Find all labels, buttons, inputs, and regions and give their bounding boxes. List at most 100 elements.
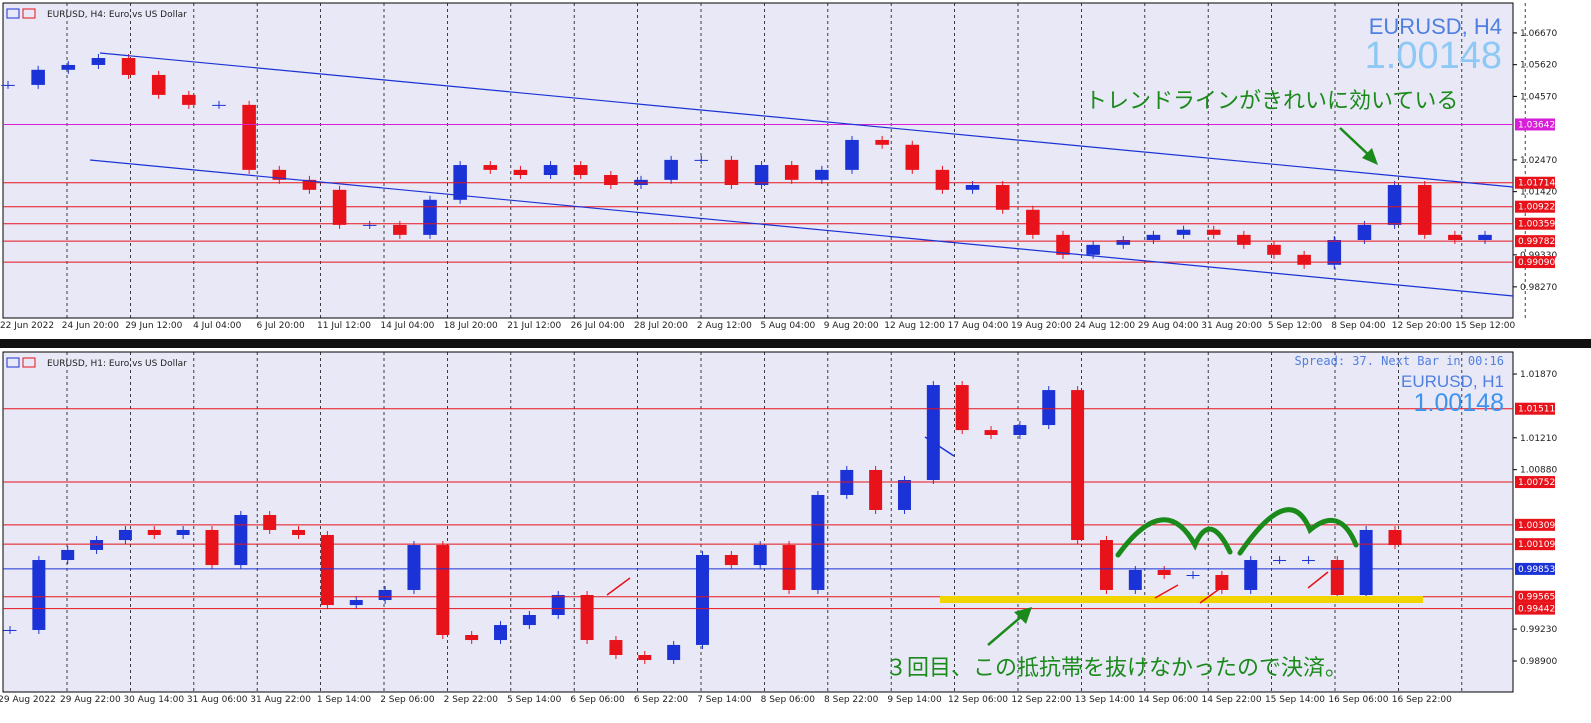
level-label: 0.99853 <box>1518 565 1555 575</box>
time-label: 18 Jul 20:00 <box>444 321 498 331</box>
time-label: 24 Aug 12:00 <box>1074 321 1135 331</box>
candle <box>465 634 479 641</box>
plot-area <box>2 351 1514 693</box>
time-label: 15 Sep 12:00 <box>1455 321 1515 331</box>
time-label: 8 Sep 22:00 <box>824 695 879 705</box>
candle <box>522 614 536 626</box>
y-tick-label: 1.04570 <box>1520 92 1557 102</box>
candle <box>965 184 980 190</box>
candle <box>724 554 738 566</box>
level-label: 0.99442 <box>1518 605 1555 615</box>
time-label: 31 Aug 20:00 <box>1201 321 1262 331</box>
candle <box>393 224 407 235</box>
level-label: 1.01714 <box>1518 179 1555 189</box>
time-label: 9 Sep 14:00 <box>887 695 942 705</box>
candle <box>407 545 421 590</box>
time-label: 21 Jul 12:00 <box>507 321 561 331</box>
time-label: 14 Jul 04:00 <box>380 321 434 331</box>
candle <box>436 545 450 635</box>
candle <box>897 480 911 510</box>
candle <box>320 534 334 606</box>
candle <box>302 179 317 190</box>
symbol: EURUSD, H4 <box>1369 14 1502 39</box>
level-label: 1.00109 <box>1518 540 1555 550</box>
candle <box>696 554 709 645</box>
icon <box>22 8 36 19</box>
time-label: 29 Aug 04:00 <box>1138 321 1199 331</box>
time-label: 8 Sep 04:00 <box>1331 321 1386 331</box>
candle <box>995 184 1010 210</box>
time-label: 6 Sep 06:00 <box>570 695 625 705</box>
level-label: 1.03642 <box>1518 120 1555 130</box>
candle <box>378 589 392 601</box>
candle <box>234 514 248 566</box>
layer: 22 Jun 2022 24 Jun 20:00 29 Jun 12:00 4 Jul… <box>0 3 1557 705</box>
trend-line <box>99 52 1514 188</box>
symbol: EURUSD, H1 <box>1401 372 1504 391</box>
time-label: 5 Sep 12:00 <box>1268 321 1323 331</box>
time-label: 2 Aug 12:00 <box>697 321 752 331</box>
icon <box>6 8 20 19</box>
time-label: 19 Aug 20:00 <box>1011 321 1072 331</box>
y-tick-label: 0.99330 <box>1520 251 1557 261</box>
candle <box>1359 529 1373 595</box>
candle <box>61 549 75 561</box>
candle <box>815 169 829 180</box>
candle <box>1157 569 1171 575</box>
level-label: 1.00922 <box>1518 203 1555 213</box>
candle <box>869 469 883 510</box>
candle <box>362 224 377 226</box>
y-tick-label: 1.01870 <box>1520 370 1557 380</box>
level-tag <box>1515 200 1555 213</box>
level-tag <box>1515 176 1555 189</box>
y-tick-label: 1.01210 <box>1520 434 1557 444</box>
candle <box>212 104 226 106</box>
candle <box>61 64 76 70</box>
arrow-head <box>1362 148 1378 165</box>
level-label: 0.99782 <box>1518 237 1555 247</box>
candle <box>1146 234 1161 241</box>
time-label: 16 Sep 22:00 <box>1392 695 1452 705</box>
candle <box>784 165 799 180</box>
time-label: 29 Aug 2022 <box>0 695 56 705</box>
candle <box>1086 244 1100 255</box>
time-label: 5 Aug 04:00 <box>760 321 815 331</box>
candle <box>580 594 594 641</box>
candle <box>609 640 623 655</box>
candle <box>1357 224 1372 241</box>
y-tick-label: 1.01420 <box>1520 188 1557 198</box>
trend-line <box>89 159 1514 297</box>
candle <box>91 58 106 65</box>
time-label: 11 Jul 12:00 <box>317 321 371 331</box>
candle <box>604 175 618 185</box>
time-label: 5 Sep 14:00 <box>507 695 562 705</box>
time-label: 1 Sep 14:00 <box>317 695 372 705</box>
time-label: 22 Jun 2022 <box>0 321 54 331</box>
candle <box>1448 234 1462 241</box>
time-label: 31 Aug 22:00 <box>250 695 311 705</box>
candle <box>1237 234 1251 245</box>
level-tag <box>1515 402 1555 415</box>
candle <box>782 545 796 590</box>
candle <box>332 189 347 225</box>
candle <box>543 165 558 176</box>
candle <box>1186 574 1200 576</box>
y-tick-label: 1.00880 <box>1520 466 1557 476</box>
plot-area <box>2 2 1514 319</box>
candle <box>1099 540 1113 590</box>
annotation: トレンドラインがきれいに効いている <box>1085 89 1458 114</box>
y-tick-label: 1.06670 <box>1520 29 1557 39</box>
candle <box>1387 184 1402 225</box>
candle <box>984 430 998 435</box>
candle <box>638 654 652 661</box>
candle <box>90 540 104 550</box>
level-tag <box>1515 538 1555 551</box>
time-label: 15 Sep 14:00 <box>1265 695 1325 705</box>
candle <box>1330 560 1344 595</box>
candle <box>1071 390 1085 541</box>
candle <box>935 169 950 190</box>
y-tick-label: 0.98270 <box>1520 283 1557 293</box>
time-label: 13 Sep 14:00 <box>1075 695 1135 705</box>
